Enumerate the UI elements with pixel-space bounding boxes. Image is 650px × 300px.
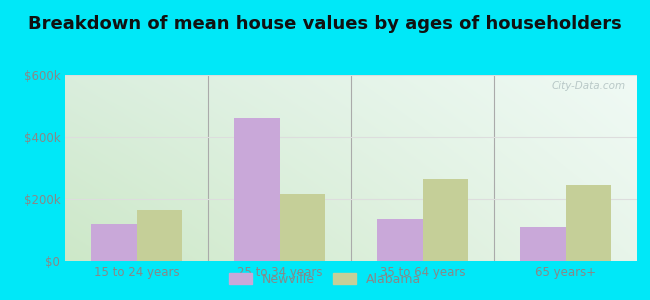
Bar: [280, 194, 325, 261]
Text: Breakdown of mean house values by ages of householders: Breakdown of mean house values by ages o…: [28, 15, 622, 33]
Bar: [377, 219, 423, 261]
Bar: [234, 118, 280, 261]
Bar: [91, 224, 136, 261]
Text: City-Data.com: City-Data.com: [551, 81, 625, 91]
Bar: [136, 210, 182, 261]
Bar: [422, 179, 468, 261]
Bar: [566, 185, 611, 261]
Bar: [520, 227, 566, 261]
Legend: Newville, Alabama: Newville, Alabama: [224, 268, 426, 291]
